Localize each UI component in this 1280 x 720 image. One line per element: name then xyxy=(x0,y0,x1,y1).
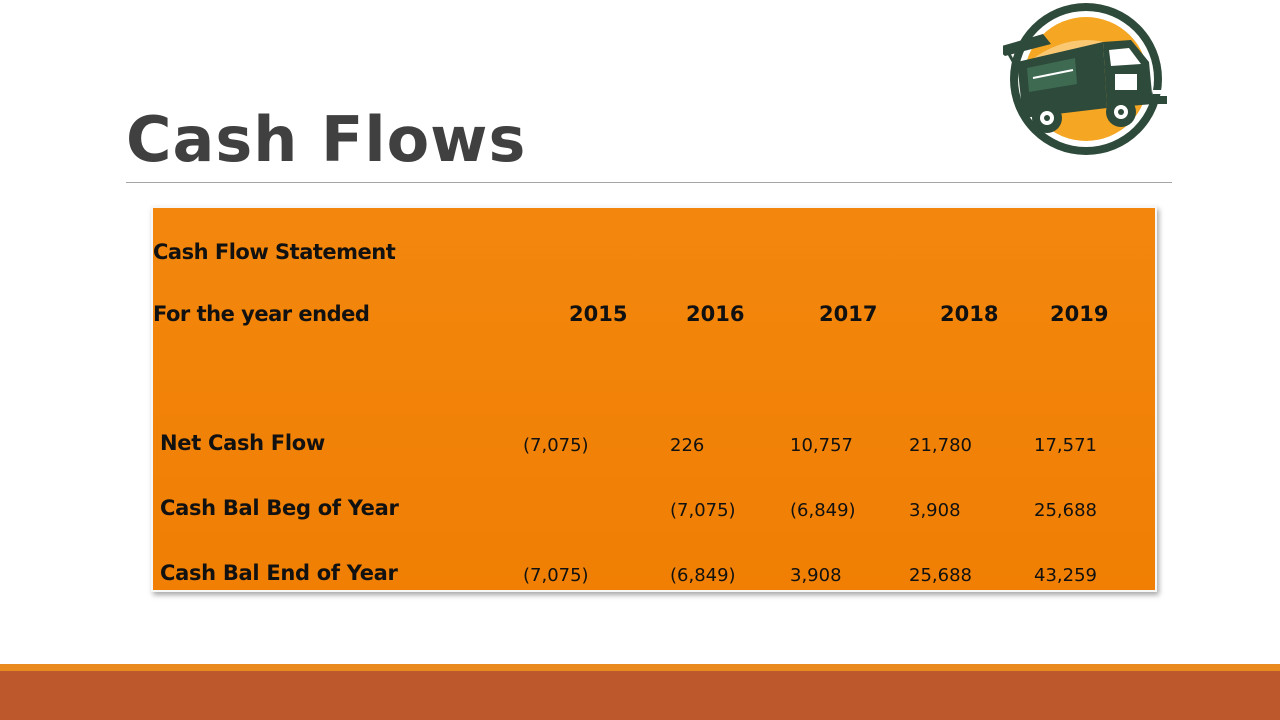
table-cell: 17,571 xyxy=(1034,435,1097,456)
slide-title: Cash Flows xyxy=(126,103,527,176)
table-cell: (6,849) xyxy=(670,565,736,586)
year-header: 2018 xyxy=(940,302,999,326)
table-cell: 21,780 xyxy=(909,435,972,456)
table-cell: (6,849) xyxy=(790,500,856,521)
table-cell: 43,259 xyxy=(1034,565,1097,586)
year-header: 2015 xyxy=(569,302,628,326)
period-label: For the year ended xyxy=(153,302,370,326)
table-cell: (7,075) xyxy=(523,435,589,456)
cash-flow-table: Cash Flow Statement For the year ended 2… xyxy=(151,206,1157,592)
footer-bar xyxy=(0,671,1280,720)
table-cell: 3,908 xyxy=(909,500,961,521)
food-truck-icon xyxy=(1003,3,1167,155)
table-heading: Cash Flow Statement xyxy=(153,240,396,264)
row-label: Net Cash Flow xyxy=(160,431,325,455)
table-cell: 3,908 xyxy=(790,565,842,586)
table-cell: 10,757 xyxy=(790,435,853,456)
year-header: 2019 xyxy=(1050,302,1109,326)
row-label: Cash Bal End of Year xyxy=(160,561,398,585)
table-cell: (7,075) xyxy=(670,500,736,521)
year-header: 2016 xyxy=(686,302,745,326)
table-cell: 25,688 xyxy=(909,565,972,586)
row-label: Cash Bal Beg of Year xyxy=(160,496,399,520)
footer-accent-line xyxy=(0,664,1280,671)
table-cell: (7,075) xyxy=(523,565,589,586)
title-divider xyxy=(126,182,1172,183)
year-header: 2017 xyxy=(819,302,878,326)
table-cell: 25,688 xyxy=(1034,500,1097,521)
table-cell: 226 xyxy=(670,435,705,456)
